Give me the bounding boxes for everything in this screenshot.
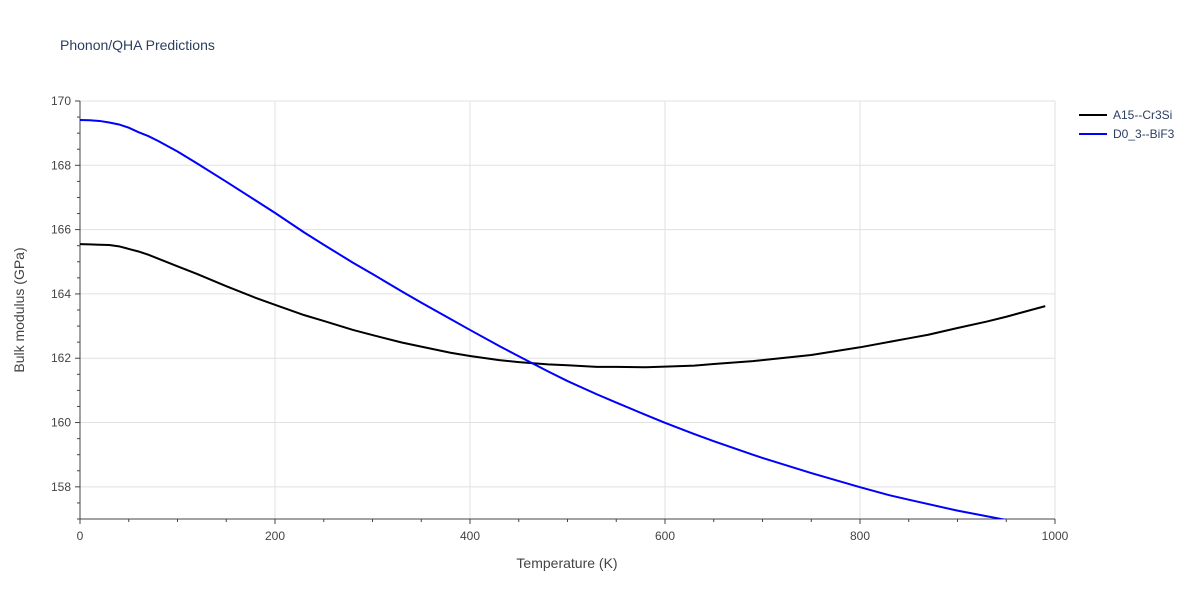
x-tick-label: 600	[655, 529, 675, 543]
axes	[75, 100, 1056, 524]
tick-labels: 0 200 400 600 800 1000 158 160 162 164 166 168 170	[51, 94, 1069, 543]
y-tick-label: 168	[51, 158, 71, 172]
legend-item-1[interactable]: D0_3--BiF3	[1079, 127, 1175, 141]
legend-label: A15--Cr3Si	[1113, 108, 1172, 122]
y-tick-label: 164	[51, 287, 71, 301]
series-lines	[80, 118, 1046, 519]
x-tick-label: 1000	[1042, 529, 1069, 543]
x-tick-label: 800	[850, 529, 870, 543]
grid-lines	[80, 100, 1056, 519]
y-tick-label: 170	[51, 94, 71, 108]
y-tick-label: 162	[51, 351, 71, 365]
legend: A15--Cr3Si D0_3--BiF3	[1079, 108, 1175, 141]
legend-label: D0_3--BiF3	[1113, 127, 1175, 141]
y-tick-label: 158	[51, 480, 71, 494]
x-tick-label: 0	[77, 529, 84, 543]
x-tick-label: 400	[460, 529, 480, 543]
y-axis-title: Bulk modulus (GPa)	[11, 247, 27, 372]
series-line-0	[80, 243, 1046, 369]
chart-title: Phonon/QHA Predictions	[60, 37, 215, 53]
x-tick-label: 200	[265, 529, 285, 543]
legend-item-0[interactable]: A15--Cr3Si	[1079, 108, 1172, 122]
x-axis-title: Temperature (K)	[516, 555, 617, 571]
y-tick-label: 166	[51, 223, 71, 237]
y-tick-label: 160	[51, 416, 71, 430]
series-line-1	[80, 118, 1007, 519]
